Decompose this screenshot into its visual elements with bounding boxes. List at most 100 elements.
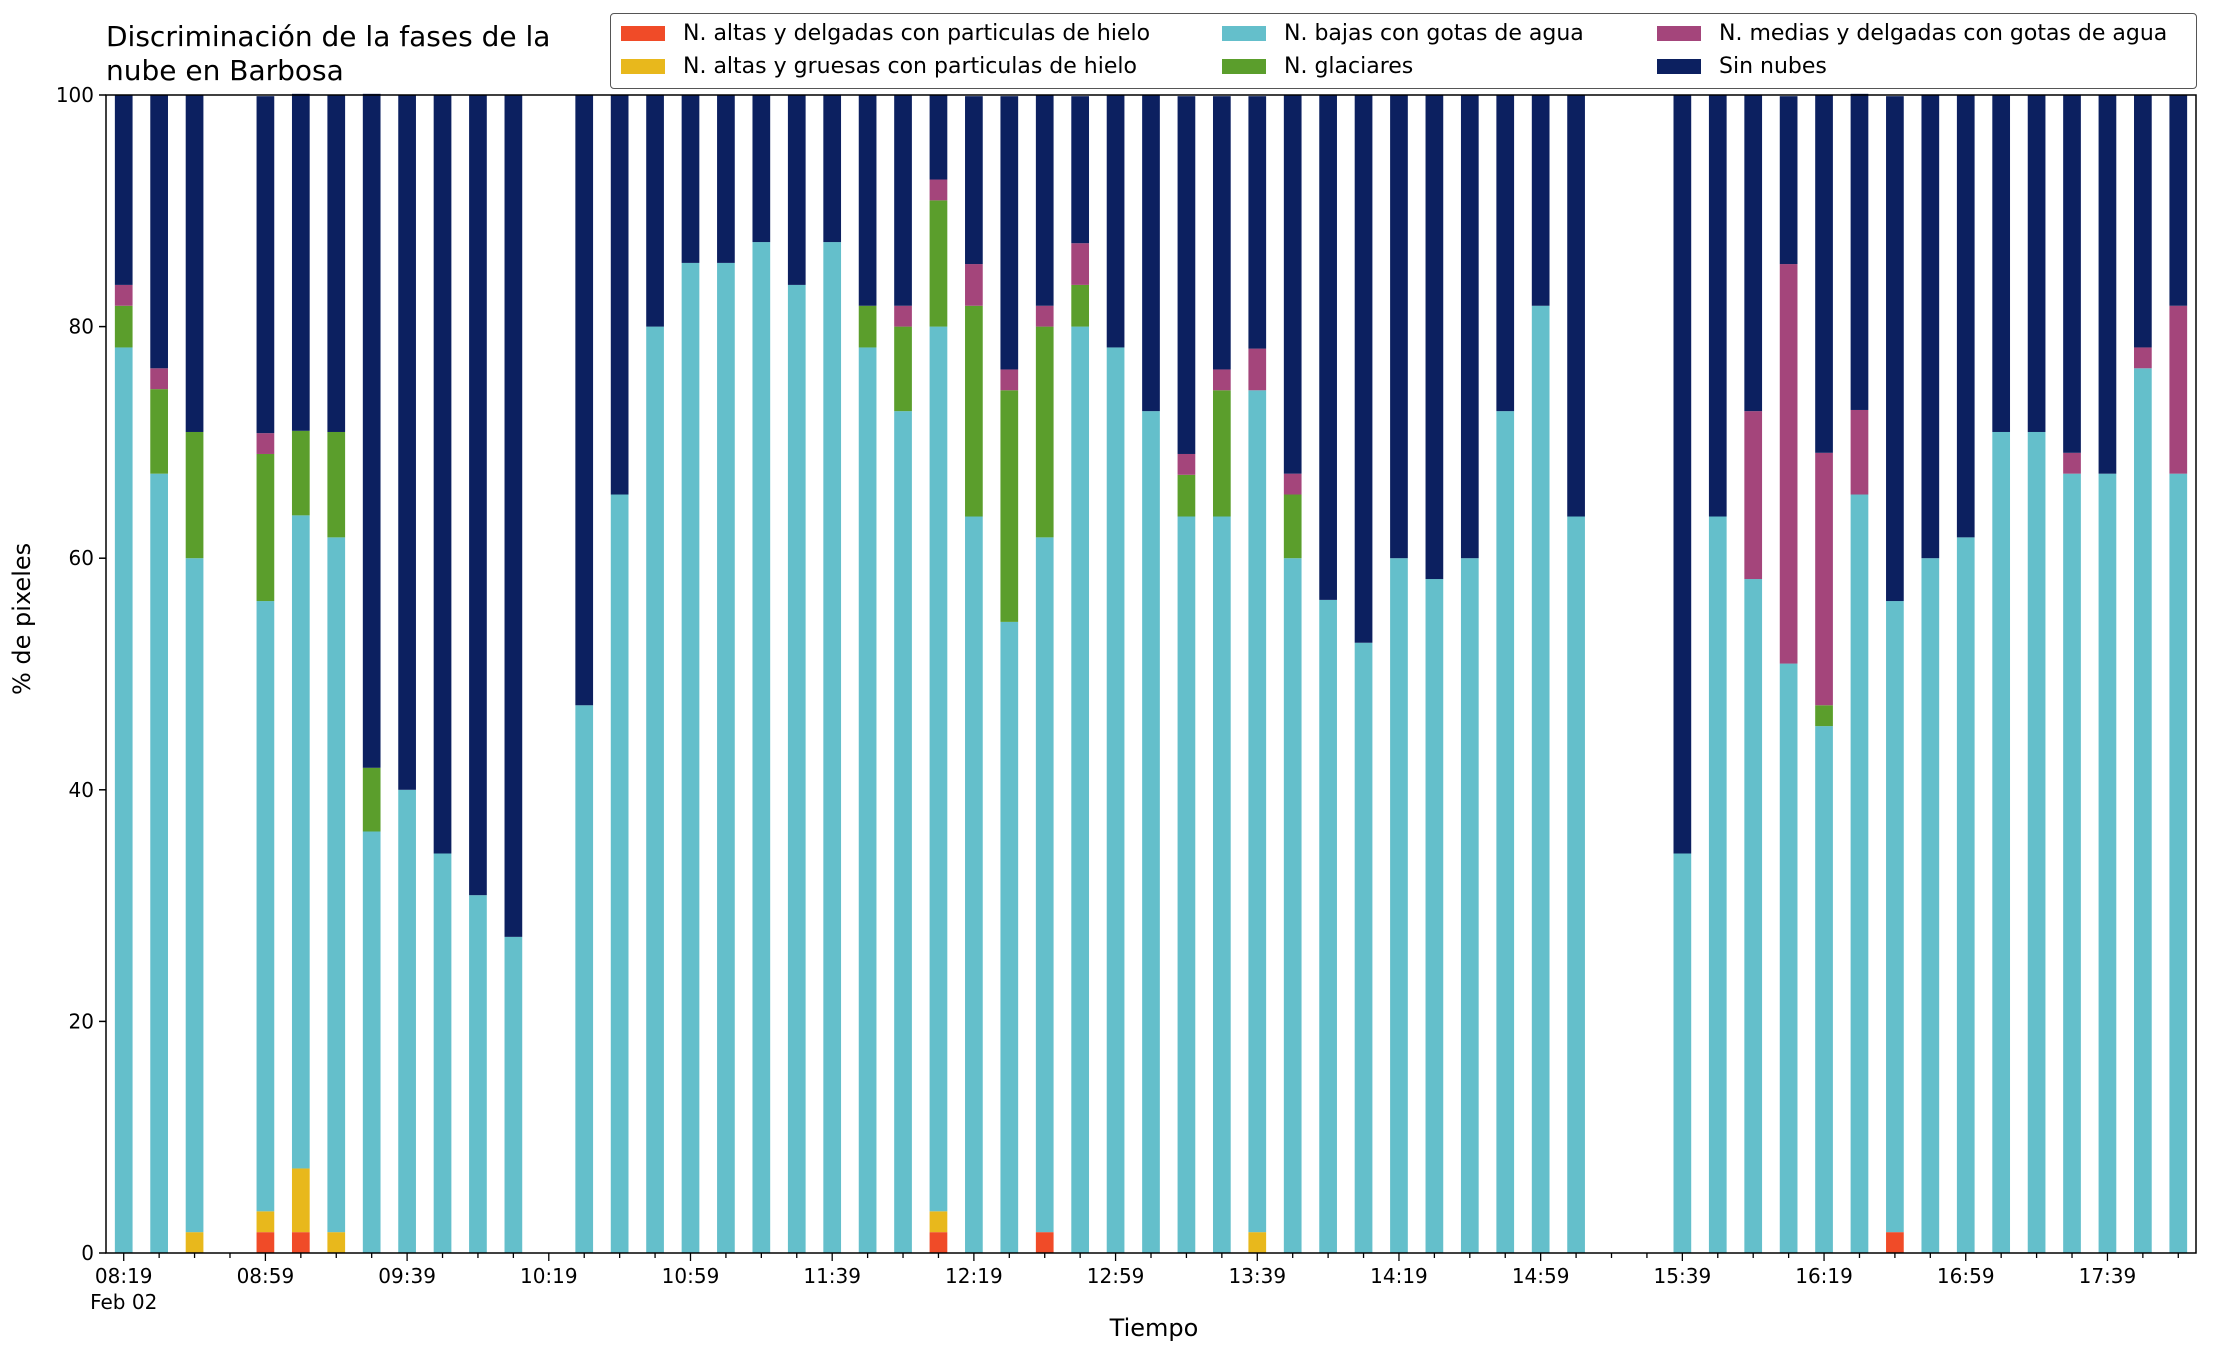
bar-segment [1815, 705, 1833, 727]
legend-item: N. bajas con gotas de agua [1222, 21, 1584, 46]
bar-segment [1460, 558, 1479, 1253]
bar-segment [1779, 264, 1798, 664]
bar-segment [1815, 95, 1833, 453]
y-tick-label: 40 [69, 778, 94, 802]
bar-segment [929, 1211, 948, 1233]
bar-segment [504, 936, 523, 1253]
legend-label: N. bajas con gotas de agua [1284, 21, 1584, 46]
legend: N. altas y delgadas con particulas de hi… [610, 13, 2197, 89]
bar-segment [681, 262, 700, 1253]
bar-segment [327, 431, 346, 538]
bar-segment [398, 95, 416, 790]
y-tick-label: 0 [81, 1241, 94, 1265]
bar-segment [1000, 96, 1019, 370]
bar-segment [114, 305, 133, 348]
bar-segment [150, 368, 168, 390]
bar-segment [362, 831, 381, 1253]
y-tick-label: 100 [56, 83, 94, 107]
bar-segment [433, 853, 452, 1253]
bar-segment [1708, 95, 1727, 517]
bar-segment [1567, 95, 1585, 517]
bar-segment [1850, 409, 1869, 495]
bar-segment [1177, 516, 1196, 1253]
bar-segment [1248, 390, 1267, 1233]
bar-segment [1850, 494, 1869, 1253]
bar-segment [433, 95, 452, 854]
bar-segment [256, 1211, 275, 1233]
legend-label: N. glaciares [1284, 54, 1414, 79]
bar-segment [610, 95, 629, 495]
bar-segment [858, 347, 877, 1253]
bar-segment [1283, 558, 1302, 1253]
bar-segment [1071, 326, 1090, 1254]
legend-label: N. medias y delgadas con gotas de agua [1719, 21, 2168, 46]
bar-segment [1425, 579, 1444, 1253]
x-tick-label: 17:39 [2079, 1264, 2137, 1288]
legend-item: N. glaciares [1222, 54, 1413, 79]
bar-segment [1460, 95, 1479, 559]
bar-segment [965, 305, 983, 517]
bar-segment [1779, 663, 1798, 1253]
bar-segment [929, 95, 948, 180]
x-axis-label: Tiempo [1109, 1314, 1199, 1342]
bar-segment [1035, 305, 1054, 327]
legend-swatch [621, 59, 665, 74]
bar-segment [291, 1168, 310, 1233]
bar-segment [2063, 473, 2081, 1253]
bar-segment [1106, 95, 1125, 348]
bar-segment [894, 95, 912, 306]
bar-segment [1531, 305, 1550, 1253]
legend-item: Sin nubes [1657, 54, 1827, 79]
bar-segment [929, 179, 948, 201]
bar-segment [1956, 95, 1975, 538]
bar-segment [2134, 368, 2152, 1253]
bar-segment [894, 411, 912, 1253]
bar-segment [1992, 95, 2011, 432]
bar-segment [965, 96, 983, 265]
y-axis-label: % de pixeles [8, 542, 36, 695]
bar-segment [1035, 537, 1054, 1233]
bar-segment [327, 1232, 346, 1253]
bar-segment [469, 95, 487, 896]
bar-segment [291, 515, 310, 1169]
bar-segment [1815, 726, 1833, 1253]
bar-segment [787, 284, 806, 1253]
bar-segment [291, 1232, 310, 1253]
bar-segment [823, 242, 842, 1253]
x-date-label: Feb 02 [90, 1290, 157, 1314]
bar-segment [1248, 1232, 1267, 1253]
bar-segment [858, 305, 877, 348]
bar-segment [114, 95, 133, 285]
bar-segment [2027, 431, 2046, 1254]
bar-segment [327, 537, 346, 1233]
bar-segment [2169, 305, 2188, 474]
bar-segment [1354, 642, 1373, 1253]
y-tick-label: 20 [69, 1009, 94, 1033]
bar-segment [1886, 1232, 1904, 1253]
bar-segment [114, 284, 133, 306]
bar-segment [1886, 601, 1904, 1233]
bar-segment [256, 433, 275, 454]
x-tick-label: 12:59 [1087, 1264, 1145, 1288]
bar-segment [2063, 95, 2081, 453]
bar-segment [1815, 452, 1833, 706]
bar-segment [894, 305, 912, 327]
bar-segment [646, 95, 664, 327]
bar-segment [717, 95, 735, 263]
bar-segment [1106, 347, 1125, 1253]
bar-segment [1744, 579, 1763, 1253]
bar-segment [1000, 369, 1019, 391]
x-tick-label: 14:59 [1512, 1264, 1570, 1288]
bar-segment [2169, 95, 2188, 306]
bar-segment [1035, 95, 1054, 306]
bar-segment [1496, 411, 1515, 1253]
bar-segment [1000, 390, 1019, 622]
bar-segment [1142, 411, 1160, 1253]
bar-segment [929, 1232, 948, 1253]
bar-segment [150, 473, 168, 1253]
bar-segment [150, 95, 168, 369]
x-tick-label: 09:39 [378, 1264, 436, 1288]
bar-segment [1000, 621, 1019, 1253]
bar-segment [1708, 516, 1727, 1253]
bar-segment [1496, 95, 1515, 412]
